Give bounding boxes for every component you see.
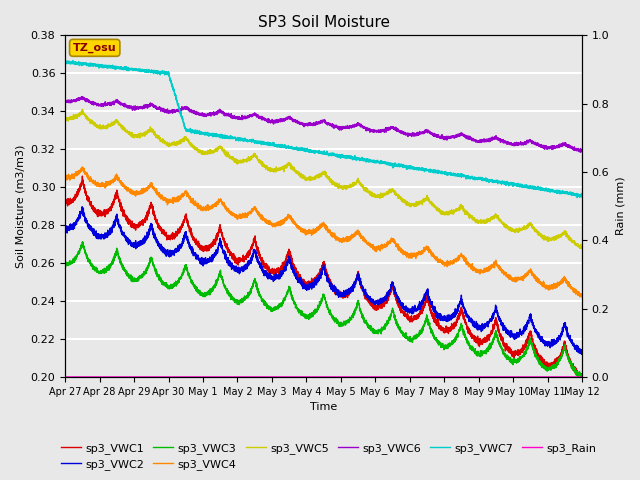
Y-axis label: Soil Moisture (m3/m3): Soil Moisture (m3/m3)	[15, 144, 25, 268]
sp3_VWC6	[468, 137, 476, 143]
sp3_VWC3	[411, 333, 419, 339]
sp3_VWC5	[439, 210, 447, 216]
sp3_VWC7	[61, 57, 69, 63]
sp3_VWC7	[468, 175, 476, 180]
sp3_VWC3	[578, 375, 586, 381]
sp3_VWC5	[577, 244, 585, 250]
sp3_VWC1	[468, 333, 476, 339]
sp3_VWC3	[304, 314, 312, 320]
sp3_VWC2	[577, 347, 585, 353]
sp3_VWC4	[411, 250, 419, 256]
sp3_Rain	[439, 374, 447, 380]
sp3_VWC2	[61, 225, 69, 231]
sp3_VWC5	[468, 217, 476, 223]
sp3_Rain	[61, 374, 69, 380]
sp3_Rain	[578, 374, 586, 380]
sp3_VWC5	[61, 115, 69, 120]
Legend: sp3_VWC1, sp3_VWC2, sp3_VWC3, sp3_VWC4, sp3_VWC5, sp3_VWC6, sp3_VWC7, sp3_Rain: sp3_VWC1, sp3_VWC2, sp3_VWC3, sp3_VWC4, …	[57, 438, 601, 474]
sp3_VWC2	[78, 204, 86, 210]
sp3_VWC7	[439, 170, 447, 176]
sp3_VWC1	[578, 376, 586, 382]
sp3_VWC2	[578, 351, 586, 357]
sp3_VWC3	[154, 272, 162, 278]
sp3_VWC2	[578, 348, 586, 354]
sp3_VWC1	[577, 372, 585, 378]
sp3_VWC7	[578, 192, 586, 198]
Line: sp3_VWC1: sp3_VWC1	[65, 176, 582, 379]
sp3_VWC7	[573, 195, 581, 201]
sp3_VWC6	[304, 122, 312, 128]
sp3_VWC7	[304, 147, 312, 153]
sp3_VWC6	[154, 105, 162, 111]
sp3_VWC4	[304, 228, 312, 234]
sp3_VWC5	[578, 246, 586, 252]
sp3_VWC5	[79, 107, 86, 112]
sp3_VWC7	[411, 165, 419, 170]
sp3_VWC6	[578, 148, 586, 154]
sp3_VWC7	[578, 193, 586, 199]
Line: sp3_VWC6: sp3_VWC6	[65, 97, 582, 152]
sp3_VWC4	[79, 164, 86, 170]
sp3_VWC7	[61, 60, 69, 66]
sp3_VWC2	[411, 305, 419, 311]
Line: sp3_VWC5: sp3_VWC5	[65, 109, 582, 249]
sp3_VWC6	[577, 149, 584, 155]
sp3_VWC4	[577, 293, 585, 299]
sp3_VWC1	[61, 197, 69, 203]
sp3_VWC1	[411, 313, 419, 319]
Title: SP3 Soil Moisture: SP3 Soil Moisture	[257, 15, 390, 30]
sp3_Rain	[304, 374, 312, 380]
sp3_VWC3	[79, 239, 86, 245]
sp3_VWC3	[578, 374, 586, 380]
sp3_VWC1	[578, 374, 586, 380]
sp3_VWC4	[154, 192, 162, 198]
sp3_VWC1	[304, 280, 312, 286]
X-axis label: Time: Time	[310, 402, 337, 412]
sp3_VWC2	[154, 240, 162, 246]
sp3_VWC3	[468, 344, 476, 349]
sp3_VWC5	[411, 203, 419, 208]
sp3_VWC6	[578, 147, 586, 153]
sp3_VWC1	[79, 173, 86, 179]
sp3_VWC6	[411, 131, 419, 136]
Line: sp3_VWC7: sp3_VWC7	[65, 60, 582, 198]
Line: sp3_VWC2: sp3_VWC2	[65, 207, 582, 354]
Y-axis label: Rain (mm): Rain (mm)	[615, 177, 625, 236]
sp3_VWC6	[439, 133, 447, 139]
sp3_VWC4	[61, 178, 69, 183]
sp3_VWC5	[304, 176, 312, 182]
sp3_VWC6	[79, 94, 86, 100]
sp3_VWC1	[154, 222, 162, 228]
sp3_VWC3	[577, 375, 584, 381]
Line: sp3_VWC3: sp3_VWC3	[65, 242, 582, 378]
sp3_Rain	[577, 374, 585, 380]
sp3_VWC7	[154, 69, 162, 74]
sp3_Rain	[154, 374, 162, 380]
sp3_VWC6	[61, 99, 69, 105]
sp3_Rain	[468, 374, 476, 380]
sp3_VWC4	[578, 291, 586, 297]
sp3_VWC4	[468, 264, 476, 270]
sp3_VWC4	[578, 294, 586, 300]
sp3_VWC4	[439, 262, 447, 267]
sp3_VWC2	[468, 322, 476, 327]
Line: sp3_VWC4: sp3_VWC4	[65, 167, 582, 297]
sp3_VWC3	[61, 263, 69, 269]
sp3_VWC2	[439, 313, 447, 319]
sp3_VWC5	[154, 134, 162, 140]
sp3_VWC3	[439, 344, 447, 350]
sp3_VWC1	[439, 327, 447, 333]
sp3_Rain	[411, 374, 419, 380]
sp3_VWC2	[304, 285, 312, 291]
Text: TZ_osu: TZ_osu	[73, 43, 116, 53]
